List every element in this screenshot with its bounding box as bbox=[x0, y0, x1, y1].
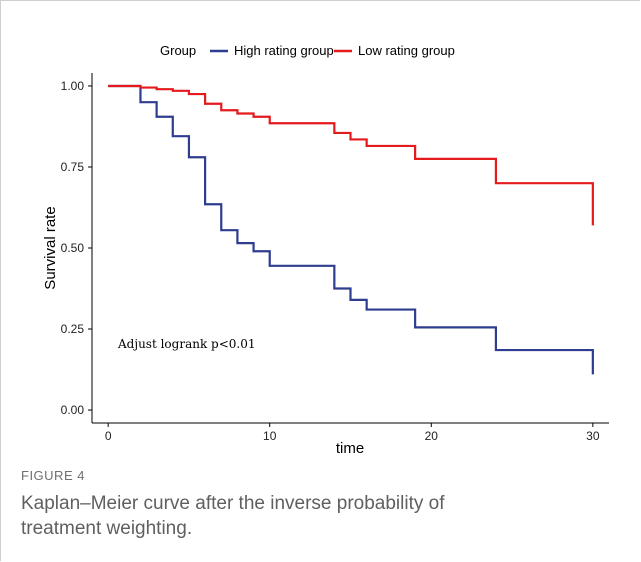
logrank-annotation: Adjust logrank p<0.01 bbox=[117, 337, 256, 351]
x-ticks: 0 10 20 30 bbox=[105, 423, 600, 443]
legend: Group High rating group Low rating group bbox=[160, 43, 455, 58]
series-line-high-rating bbox=[108, 84, 594, 375]
legend-title: Group bbox=[160, 43, 196, 58]
y-tick-label: 1.00 bbox=[61, 79, 85, 93]
y-tick-label: 0.50 bbox=[61, 241, 85, 255]
x-axis-title: time bbox=[336, 440, 364, 457]
km-chart: Group High rating group Low rating group… bbox=[42, 43, 609, 457]
y-axis-title: Survival rate bbox=[42, 206, 59, 289]
y-tick-label: 0.25 bbox=[61, 322, 85, 336]
figure-caption: Kaplan–Meier curve after the inverse pro… bbox=[21, 493, 445, 539]
legend-label-high: High rating group bbox=[234, 43, 334, 58]
y-ticks: 0.00 0.25 0.50 0.75 1.00 bbox=[61, 79, 92, 417]
series-line-low-rating bbox=[108, 84, 594, 226]
y-tick-label: 0.00 bbox=[61, 403, 85, 417]
series-layer bbox=[108, 84, 594, 375]
x-tick-label: 20 bbox=[425, 429, 439, 443]
x-tick-label: 0 bbox=[105, 429, 112, 443]
figure-label: FIGURE 4 bbox=[21, 468, 85, 483]
x-tick-label: 30 bbox=[586, 429, 600, 443]
y-tick-label: 0.75 bbox=[61, 160, 85, 174]
x-tick-label: 10 bbox=[263, 429, 277, 443]
legend-label-low: Low rating group bbox=[358, 43, 455, 58]
